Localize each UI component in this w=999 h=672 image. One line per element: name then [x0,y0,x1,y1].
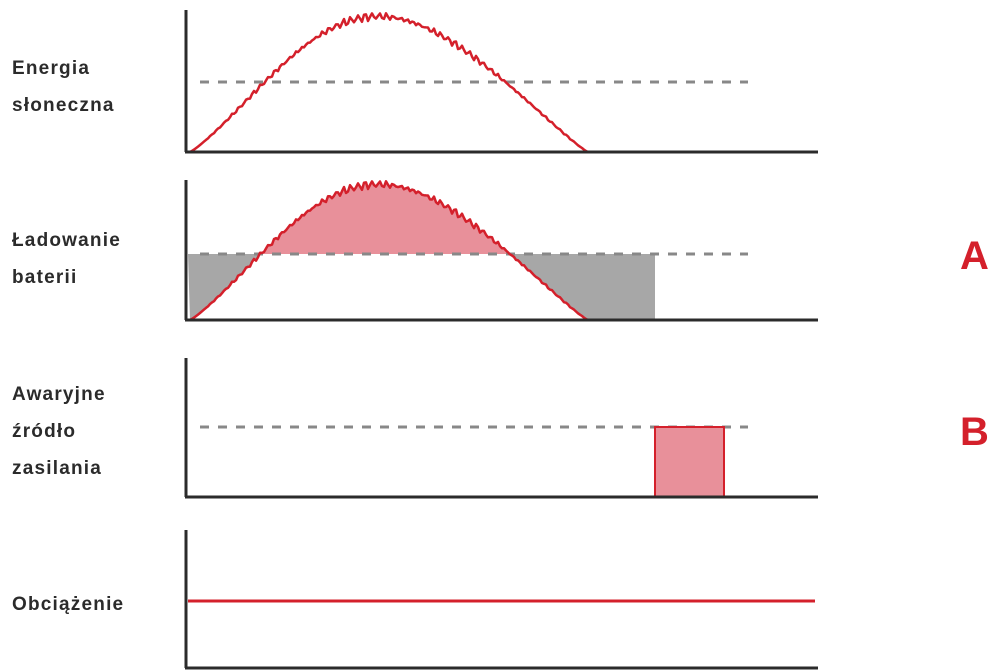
label-solar-energy: Energia słoneczna [12,58,115,116]
deficit-area [188,254,655,320]
backup-block [654,426,725,498]
label-battery-charging: Ładowanie baterii [12,230,121,288]
marker-b: B [960,410,989,454]
label-load: Obciążenie [12,594,125,615]
marker-a: A [960,234,989,278]
solar-curve [189,12,589,154]
surplus-area [190,181,588,254]
panel-backup-source [184,358,818,499]
charge-curve [189,180,589,322]
panel-battery-charging [184,180,818,322]
panel-load [184,530,818,670]
panel-solar-energy [184,10,818,154]
label-backup-source: Awaryjne źródło zasilania [12,384,106,479]
